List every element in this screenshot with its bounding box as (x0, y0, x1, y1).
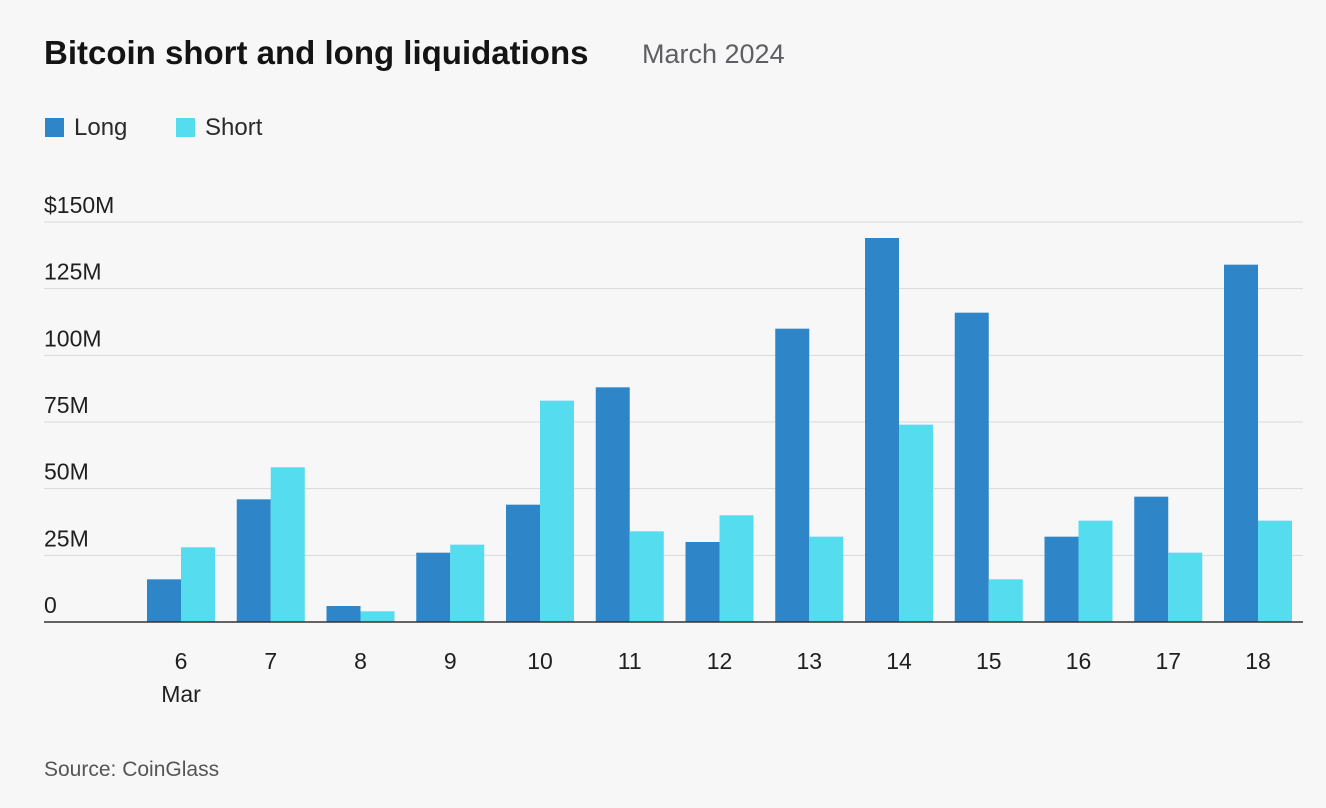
x-tick-label: 10 (527, 648, 553, 674)
bar-short-8 (360, 611, 395, 622)
x-tick-label: 15 (976, 648, 1002, 674)
y-tick-label: 125M (44, 259, 102, 285)
bar-short-6 (181, 547, 215, 622)
gridlines (44, 221, 1303, 556)
legend: Long Short (45, 114, 263, 141)
x-tick-label: 12 (707, 648, 733, 674)
bar-short-10 (540, 400, 574, 622)
bar-long-12 (685, 542, 720, 622)
x-tick-label: 9 (444, 648, 457, 674)
bar-long-13 (775, 328, 810, 622)
bar-long-11 (595, 387, 630, 622)
bar-short-12 (719, 515, 754, 622)
bar-short-9 (450, 544, 485, 622)
x-tick-label: 11 (618, 648, 642, 674)
bar-long-18 (1224, 264, 1258, 622)
legend-swatch-long (45, 118, 64, 137)
chart-title: Bitcoin short and long liquidations (44, 34, 588, 71)
y-tick-label: 0 (44, 592, 57, 618)
bar-short-16 (1078, 520, 1113, 622)
x-tick-label: 13 (796, 648, 822, 674)
bar-long-16 (1044, 536, 1079, 622)
y-tick-label: $150M (44, 192, 114, 218)
bar-short-14 (899, 424, 933, 622)
y-axis-ticks: 0 25M 50M 75M 100M 125M $150M (44, 192, 114, 618)
x-tick-label: 6 (175, 648, 188, 674)
bar-long-9 (416, 552, 451, 622)
x-tick-label: 14 (886, 648, 912, 674)
x-tick-sublabel: Mar (161, 681, 201, 707)
y-tick-label: 75M (44, 392, 89, 418)
y-tick-label: 25M (44, 525, 89, 551)
bar-long-7 (236, 499, 271, 622)
legend-label-short: Short (205, 114, 263, 141)
bar-short-15 (988, 579, 1023, 622)
bar-long-14 (865, 238, 899, 622)
x-tick-label: 18 (1245, 648, 1271, 674)
bar-long-17 (1134, 496, 1169, 622)
bar-long-8 (326, 606, 361, 622)
bar-long-10 (506, 504, 540, 622)
bars (147, 238, 1292, 622)
chart-subtitle: March 2024 (642, 39, 785, 69)
bar-short-17 (1168, 552, 1203, 622)
legend-swatch-short (176, 118, 195, 137)
bar-short-18 (1258, 520, 1292, 622)
bar-short-7 (270, 467, 305, 622)
x-tick-label: 17 (1155, 648, 1181, 674)
bar-short-13 (809, 536, 844, 622)
x-tick-label: 8 (354, 648, 367, 674)
y-tick-label: 100M (44, 325, 102, 351)
legend-label-long: Long (74, 114, 127, 141)
bar-short-11 (629, 531, 664, 622)
x-axis-ticks: 6 Mar 7 8 9 10 11 12 13 14 15 16 17 18 (161, 648, 1271, 707)
source-note: Source: CoinGlass (44, 758, 219, 781)
x-tick-label: 7 (264, 648, 277, 674)
y-tick-label: 50M (44, 459, 89, 485)
bar-long-6 (147, 579, 181, 622)
bar-long-15 (954, 312, 989, 622)
x-tick-label: 16 (1066, 648, 1092, 674)
